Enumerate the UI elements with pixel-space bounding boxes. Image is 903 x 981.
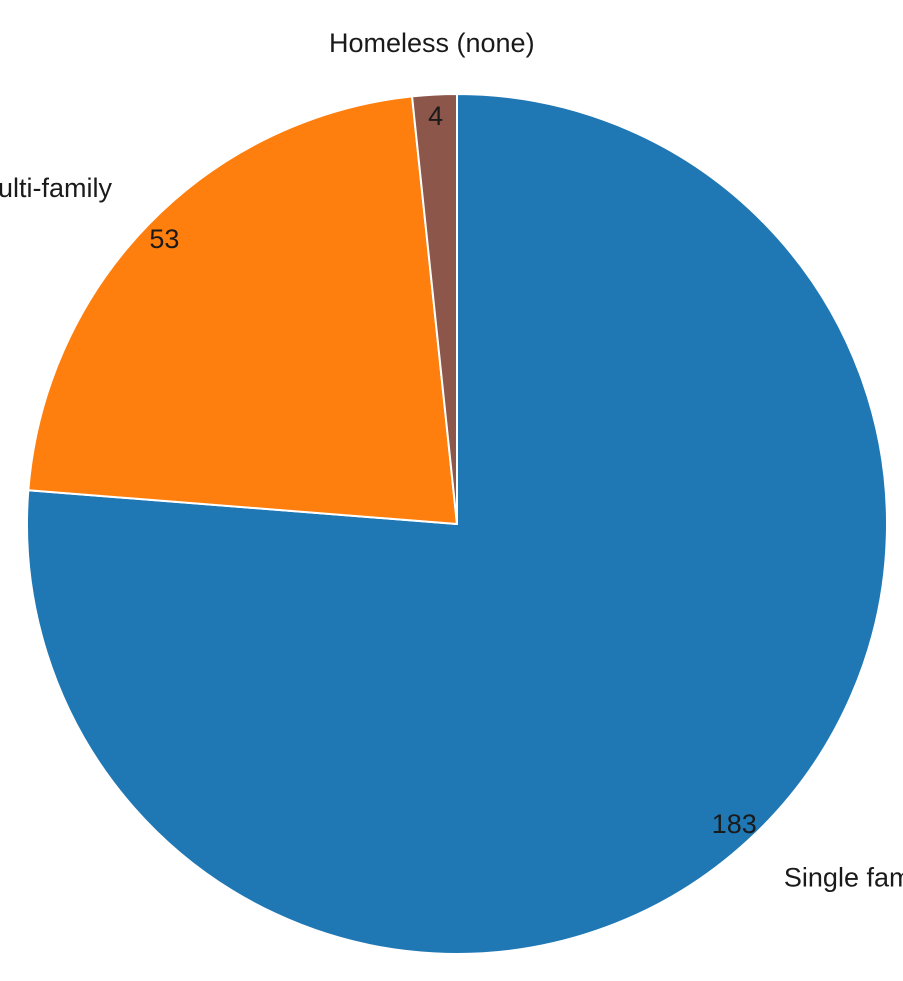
value-label-homeless-none: 4 <box>428 101 443 131</box>
pie-slice-multi-family <box>27 95 458 525</box>
pie-labels: 183 Single family 53 Multi-family 4 Homeless … <box>0 28 903 893</box>
value-label-multi-family: 53 <box>149 224 179 254</box>
value-label-single-family: 183 <box>712 809 757 839</box>
category-label-multi-family: Multi-family <box>0 173 113 203</box>
category-label-homeless-none: Homeless (none) <box>329 28 535 58</box>
pie-slices <box>26 93 888 955</box>
pie-slice-homeless-none <box>411 93 458 525</box>
category-label-single-family: Single family <box>784 863 903 893</box>
pie-slice-single-family <box>26 93 888 955</box>
